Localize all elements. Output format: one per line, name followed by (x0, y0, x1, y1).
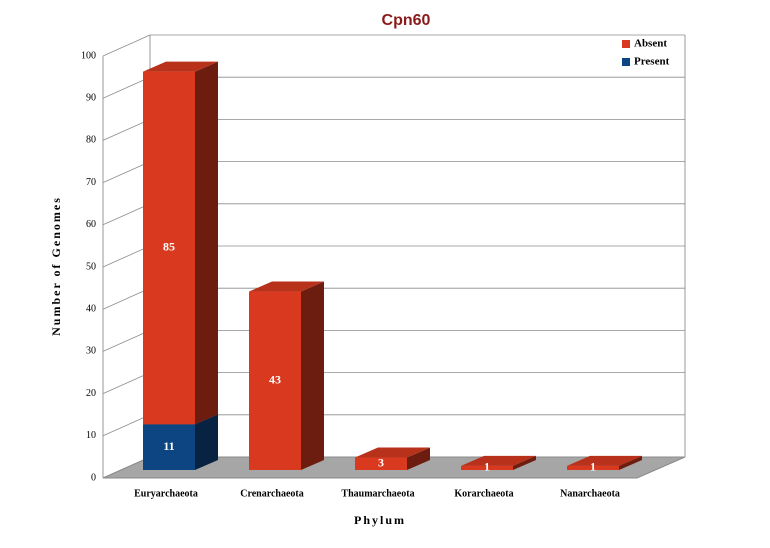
y-tick-label: 90 (86, 92, 96, 103)
grid-line-side (102, 161, 151, 183)
bar-side (195, 414, 218, 470)
grid-line-side (102, 245, 151, 268)
grid-line-side (102, 34, 151, 57)
y-tick-label: 50 (86, 261, 96, 272)
y-tick-label: 10 (86, 430, 96, 441)
grid-line-side (102, 330, 151, 352)
bar-top (461, 455, 536, 466)
value-label: 1 (484, 460, 490, 474)
value-label: 3 (378, 456, 384, 470)
bar-side (407, 447, 430, 470)
grid-line-side (102, 456, 151, 479)
bar-side (513, 455, 536, 470)
bar (143, 424, 195, 470)
y-tick-label: 70 (86, 177, 96, 188)
y-axis-title: Number of Genomes (49, 196, 63, 336)
y-tick-label: 80 (86, 135, 96, 146)
legend-label: Present (634, 56, 670, 68)
grid-line-side (102, 119, 151, 141)
bar (461, 465, 513, 470)
bar-side (619, 455, 642, 470)
bar-top (567, 455, 642, 466)
grid-line-side (102, 76, 151, 99)
x-tick-label: Crenarchaeota (240, 488, 304, 499)
grid-line-side (102, 203, 151, 226)
y-tick-label: 0 (91, 472, 96, 483)
value-label: 85 (163, 240, 175, 254)
x-tick-label: Euryarchaeota (134, 488, 198, 499)
bar (143, 71, 195, 425)
legend-label: Absent (634, 38, 667, 50)
value-label: 1 (590, 460, 596, 474)
y-tick-label: 100 (81, 50, 96, 61)
grid-line-side (102, 372, 151, 394)
legend-swatch (622, 58, 630, 66)
grid-line-side (102, 287, 151, 310)
y-tick-label: 60 (86, 219, 96, 230)
x-axis-title: Phylum (354, 513, 406, 527)
bar (567, 465, 619, 470)
bar-top (355, 447, 430, 458)
y-tick-label: 40 (86, 303, 96, 314)
value-label: 43 (269, 373, 281, 387)
grid-line-side (102, 414, 151, 437)
legend-swatch (622, 40, 630, 48)
bar-top (249, 281, 324, 292)
x-tick-label: Thaumarchaeota (341, 488, 414, 499)
bar (355, 457, 407, 470)
y-tick-label: 30 (86, 346, 96, 357)
bar-side (301, 281, 324, 470)
bar-side (195, 61, 218, 425)
x-tick-label: Korarchaeota (454, 488, 513, 499)
value-label: 11 (163, 439, 174, 453)
bar-top (143, 61, 218, 72)
y-tick-label: 20 (86, 388, 96, 399)
bar (249, 291, 301, 470)
x-tick-label: Nanarchaeota (560, 488, 620, 499)
chart-title: Cpn60 (382, 12, 431, 29)
